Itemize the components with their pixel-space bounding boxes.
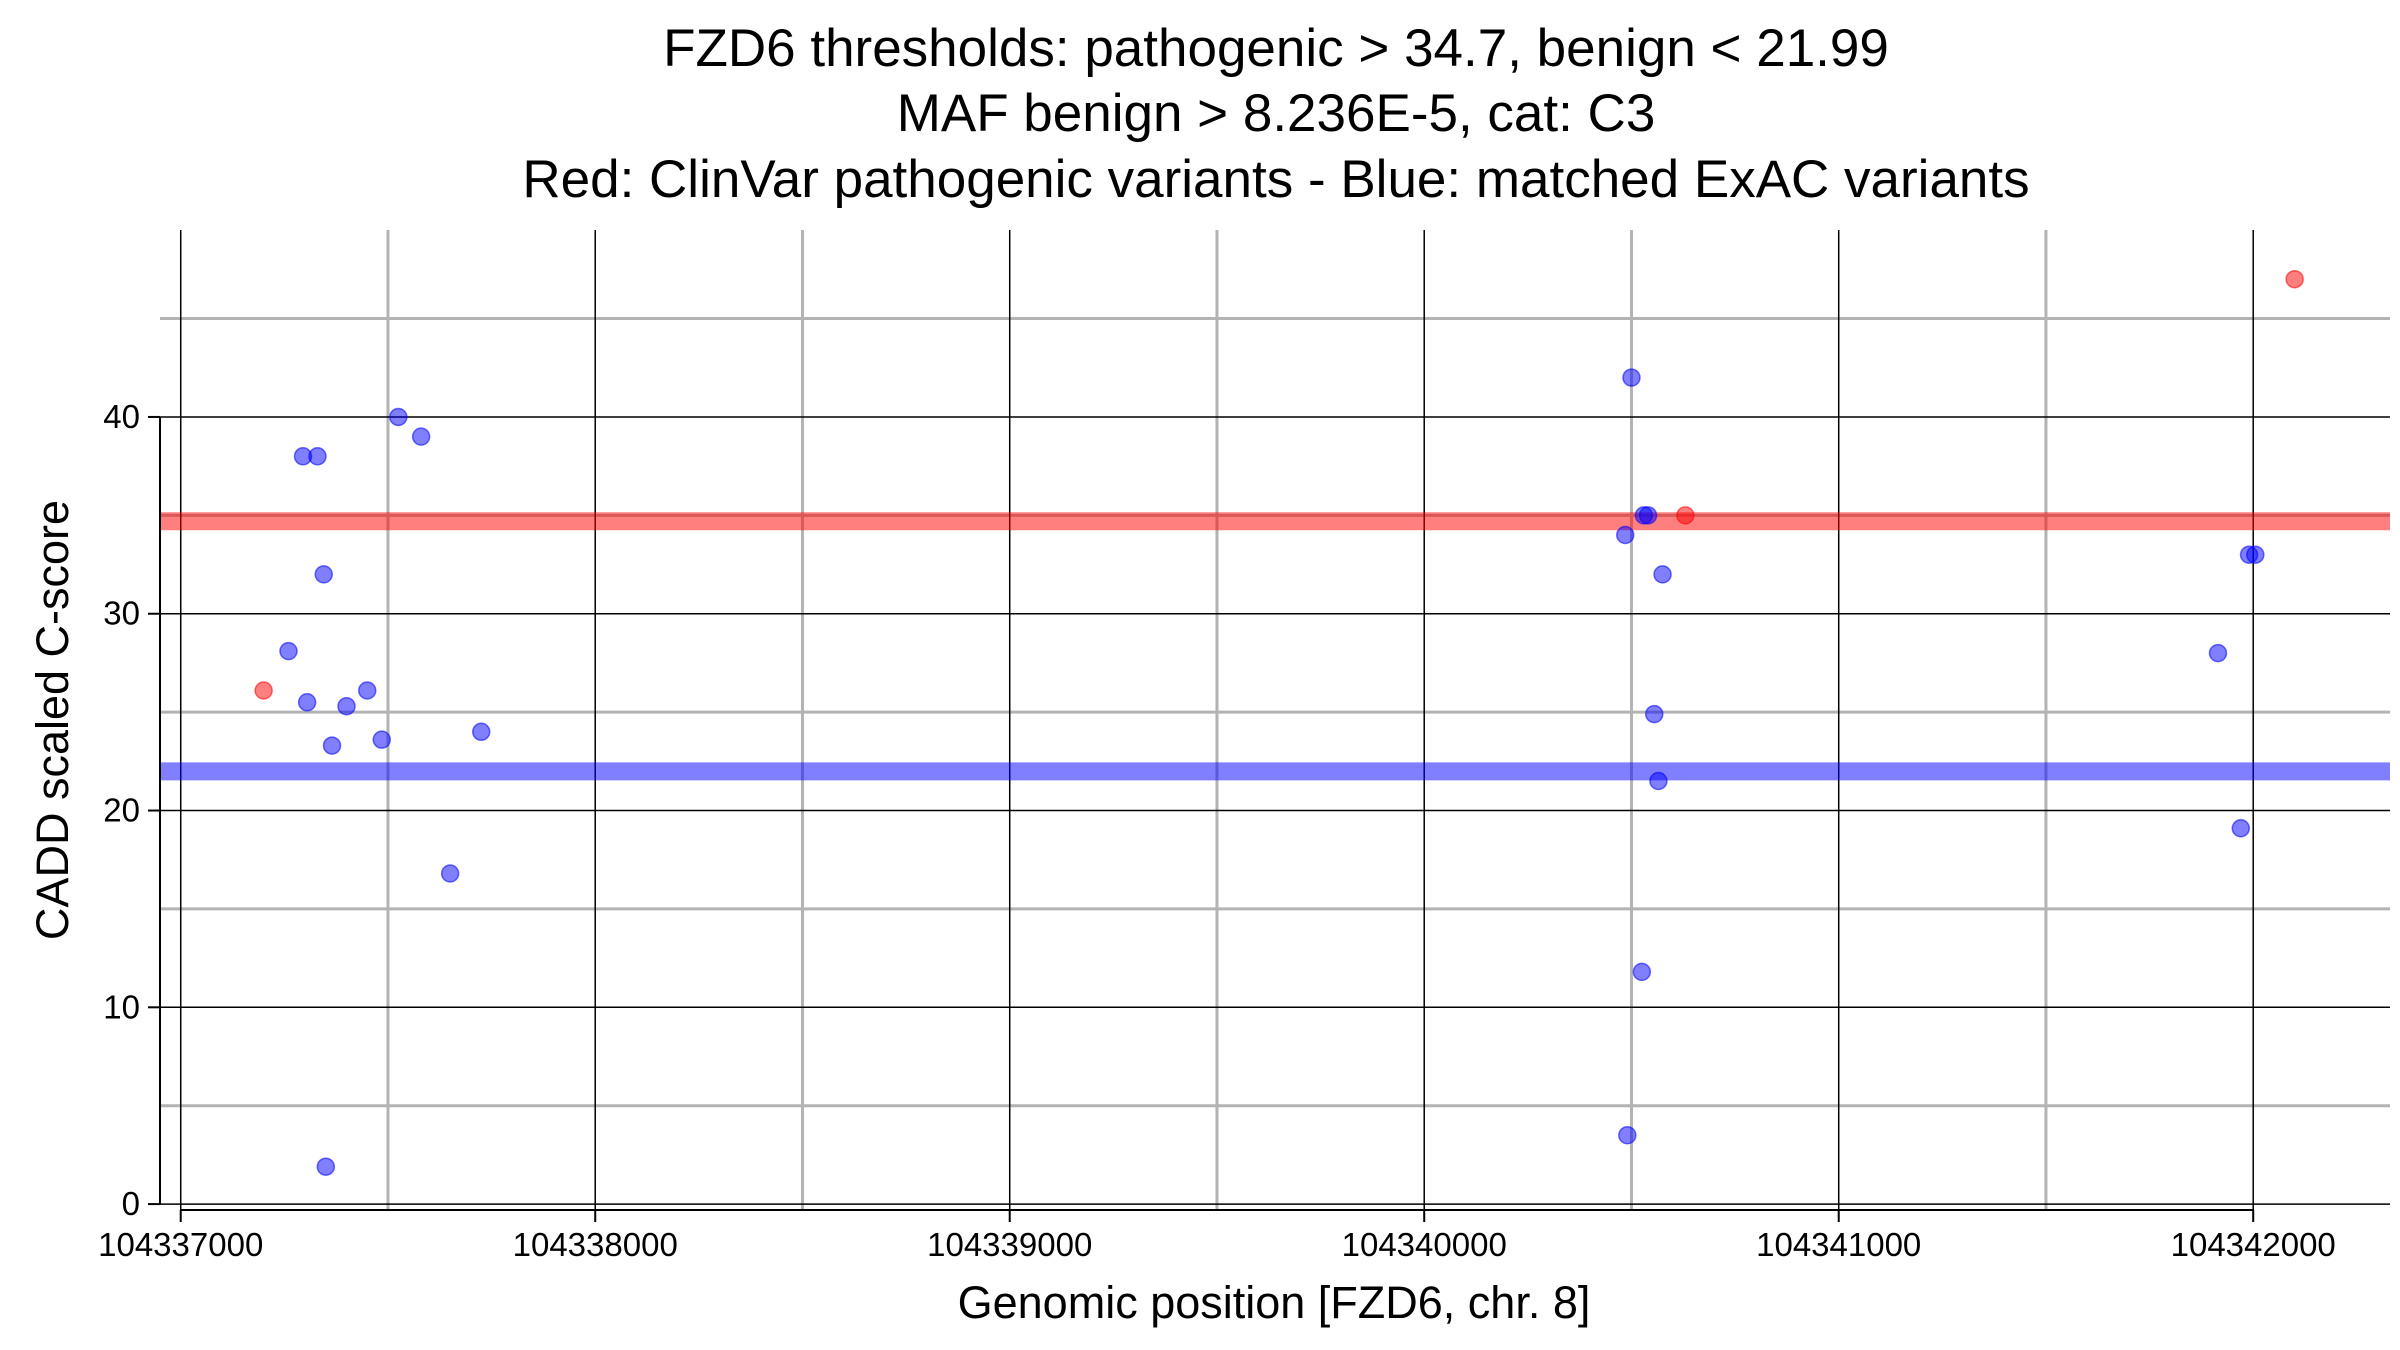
x-tick-label: 104340000 (1342, 1226, 1507, 1263)
exac-point (357, 681, 377, 700)
exac-point (337, 696, 356, 716)
x-tick-label: 104342000 (2171, 1226, 2336, 1263)
exac-point (440, 864, 460, 883)
exac-point (372, 730, 392, 749)
exac-point (389, 407, 408, 427)
exac-point (2246, 545, 2265, 564)
major-gridlines (160, 230, 2390, 1210)
y-tick-label: 10 (103, 988, 140, 1025)
exac-point (297, 693, 317, 712)
exac-point (1618, 1125, 1637, 1145)
chart-title-line-2: MAF benign > 8.236E-5, cat: C3 (897, 84, 1656, 143)
x-tick-label: 104338000 (513, 1226, 678, 1263)
exac-point (1645, 704, 1664, 724)
exac-point (1638, 506, 1658, 525)
x-tick-label: 104337000 (98, 1226, 263, 1263)
y-axis-label: CADD scaled C-score (27, 500, 78, 940)
exac-point (2208, 643, 2228, 663)
x-tick-label: 104341000 (1756, 1226, 1921, 1263)
data-points (254, 269, 2304, 1176)
exac-point (314, 565, 333, 584)
exac-point (2231, 818, 2251, 838)
exac-point (1632, 962, 1652, 982)
clinvar-point (1676, 506, 1695, 525)
exac-point (279, 641, 298, 661)
x-tick-label: 104339000 (927, 1226, 1092, 1263)
exac-point (1653, 565, 1672, 584)
y-tick-label: 20 (103, 792, 140, 829)
y-tick-label: 30 (103, 595, 140, 632)
x-axis-label: Genomic position [FZD6, chr. 8] (958, 1277, 1591, 1328)
clinvar-point (254, 681, 273, 700)
exac-point (316, 1157, 336, 1176)
exac-point (308, 447, 327, 466)
chart-title-line-3: Red: ClinVar pathogenic variants - Blue:… (522, 150, 2029, 209)
clinvar-point (2285, 269, 2304, 289)
exac-point (322, 736, 342, 755)
y-tick-label: 0 (122, 1185, 140, 1222)
exac-point (1616, 525, 1635, 545)
chart-title: FZD6 thresholds: pathogenic > 34.7, beni… (522, 19, 2029, 209)
exac-point (411, 427, 431, 446)
y-axis-ticks: 0 10 20 30 40 (103, 398, 160, 1222)
exac-point (1649, 771, 1668, 791)
x-axis-ticks: 104337000 104338000 104339000 104340000 1043… (98, 1210, 2336, 1263)
exac-point (471, 722, 491, 742)
exac-point (1622, 368, 1641, 387)
chart-title-line-1: FZD6 thresholds: pathogenic > 34.7, beni… (663, 19, 1889, 78)
threshold-lines (160, 512, 2390, 781)
y-tick-label: 40 (103, 398, 140, 435)
